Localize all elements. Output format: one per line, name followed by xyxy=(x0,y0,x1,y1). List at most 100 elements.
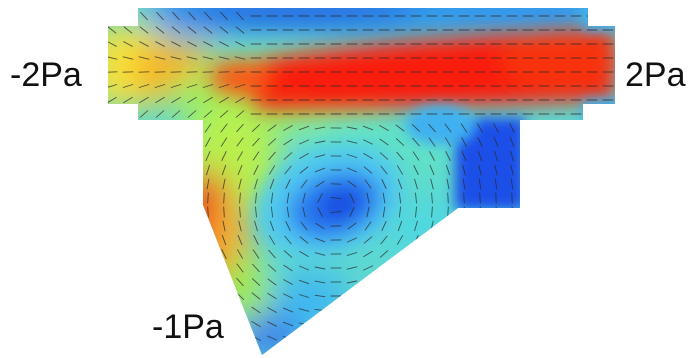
velocity-arrow xyxy=(477,248,483,260)
velocity-arrow xyxy=(540,319,548,329)
velocity-arrow xyxy=(396,151,404,161)
velocity-arrow xyxy=(206,164,210,176)
velocity-arrow xyxy=(444,263,452,273)
velocity-arrow xyxy=(173,277,179,287)
velocity-arrow xyxy=(155,41,165,47)
velocity-arrow xyxy=(142,164,146,176)
velocity-arrow xyxy=(221,234,227,246)
velocity-arrow xyxy=(110,248,114,260)
velocity-arrow xyxy=(267,292,277,300)
velocity-arrow xyxy=(508,333,516,343)
velocity-arrow xyxy=(188,11,196,21)
velocity-arrow xyxy=(362,125,374,131)
velocity-arrow xyxy=(108,26,117,34)
velocity-arrow xyxy=(202,56,214,60)
velocity-arrow xyxy=(590,136,594,148)
velocity-arrow xyxy=(590,262,594,274)
velocity-arrow xyxy=(142,150,146,162)
velocity-arrow xyxy=(126,248,130,260)
velocity-arrow xyxy=(139,96,149,104)
velocity-arrow xyxy=(364,221,372,231)
velocity-arrow xyxy=(108,96,117,104)
velocity-arrow xyxy=(267,138,277,146)
velocity-arrow xyxy=(314,322,326,326)
velocity-arrow xyxy=(173,248,179,260)
velocity-arrow xyxy=(187,26,197,34)
velocity-arrow xyxy=(510,234,514,246)
velocity-arrow xyxy=(398,206,402,218)
velocity-arrow xyxy=(394,335,406,341)
velocity-arrow xyxy=(108,110,117,118)
velocity-arrow xyxy=(202,84,214,88)
velocity-arrow xyxy=(524,333,532,343)
velocity-arrow xyxy=(346,280,358,284)
velocity-arrow xyxy=(285,221,291,231)
velocity-arrow xyxy=(236,277,244,287)
velocity-arrow xyxy=(557,122,563,134)
velocity-arrow xyxy=(268,165,276,175)
velocity-arrow xyxy=(492,291,500,301)
velocity-arrow xyxy=(110,234,114,246)
velocity-arrow xyxy=(174,234,178,246)
velocity-arrow xyxy=(205,137,211,147)
velocity-arrow xyxy=(444,137,452,147)
velocity-arrow xyxy=(510,164,514,176)
velocity-arrow xyxy=(509,291,515,301)
velocity-arrow xyxy=(379,138,389,146)
velocity-arrow xyxy=(284,165,292,175)
velocity-arrow xyxy=(252,137,260,147)
velocity-arrow xyxy=(283,125,293,131)
velocity-arrow xyxy=(382,192,386,204)
velocity-arrow xyxy=(541,262,547,274)
velocity-arrow xyxy=(283,250,293,258)
velocity-arrow xyxy=(430,178,434,190)
velocity-arrow xyxy=(190,220,194,232)
velocity-arrow xyxy=(493,262,499,274)
velocity-arrow xyxy=(446,178,450,190)
velocity-arrow xyxy=(188,123,196,133)
velocity-arrow xyxy=(157,291,163,301)
velocity-arrow xyxy=(444,291,452,301)
velocity-arrow xyxy=(109,122,115,134)
velocity-arrow xyxy=(493,136,499,148)
velocity-arrow xyxy=(541,305,547,315)
velocity-arrow xyxy=(508,305,516,315)
velocity-arrow xyxy=(525,291,531,301)
velocity-arrow xyxy=(140,333,148,343)
velocity-arrow xyxy=(411,292,421,300)
velocity-arrow xyxy=(125,305,131,315)
velocity-arrow xyxy=(268,249,276,259)
velocity-arrow xyxy=(219,41,229,47)
velocity-arrow xyxy=(541,291,547,301)
velocity-arrow xyxy=(542,248,546,260)
velocity-arrow xyxy=(109,276,115,288)
velocity-arrow xyxy=(173,262,179,274)
velocity-arrow xyxy=(510,150,514,162)
velocity-arrow xyxy=(109,290,115,302)
velocity-arrow xyxy=(346,126,358,130)
velocity-arrow xyxy=(444,123,452,133)
velocity-arrow xyxy=(478,178,482,190)
velocity-arrow xyxy=(606,276,610,288)
velocity-arrow xyxy=(412,263,420,273)
velocity-arrow xyxy=(109,305,115,315)
velocity-arrow xyxy=(526,178,530,190)
velocity-arrow xyxy=(186,56,198,60)
velocity-arrow xyxy=(574,262,578,274)
velocity-arrow xyxy=(444,277,452,287)
velocity-arrow xyxy=(268,151,276,161)
velocity-arrow xyxy=(299,236,309,244)
velocity-arrow xyxy=(605,304,611,316)
velocity-arrow xyxy=(492,333,500,343)
velocity-arrow xyxy=(525,262,531,274)
velocity-arrow xyxy=(558,248,562,260)
velocity-arrow xyxy=(363,139,373,145)
velocity-arrow xyxy=(204,123,212,133)
velocity-arrow xyxy=(427,306,437,314)
velocity-arrow xyxy=(190,164,194,176)
velocity-arrow xyxy=(363,166,373,174)
velocity-arrow xyxy=(395,278,405,286)
velocity-arrow xyxy=(346,237,358,243)
velocity-arrow xyxy=(431,192,433,204)
velocity-arrow xyxy=(574,150,578,162)
